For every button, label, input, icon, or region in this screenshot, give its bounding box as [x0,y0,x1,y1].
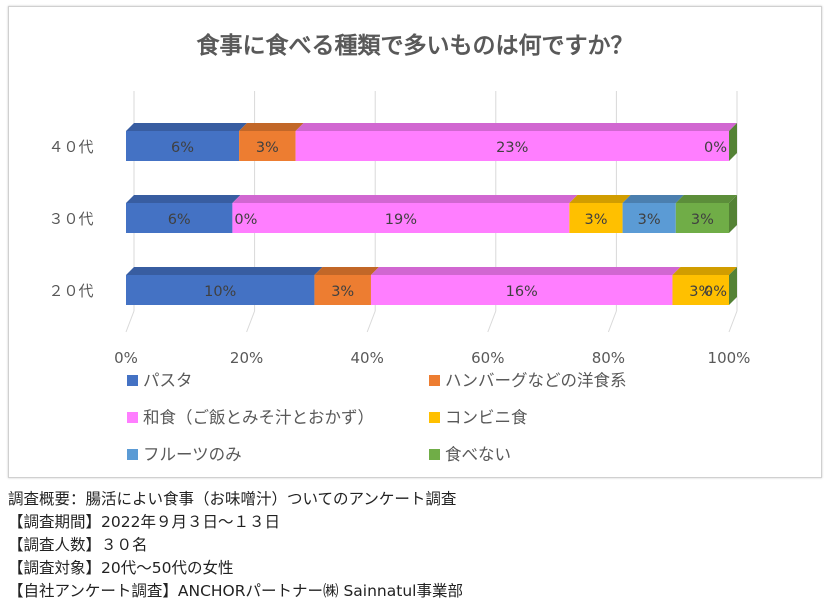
gridline-floor [246,310,256,333]
data-label: 6% [171,140,194,156]
x-tick-label: 80% [592,349,625,367]
data-label: 16% [506,284,538,300]
gridline-floor [728,310,738,333]
bar-top-face [569,195,631,203]
bar-end-face [729,123,737,161]
bar-segment [126,275,315,305]
data-label: 3% [256,140,279,156]
bar-top-face [672,267,737,275]
bar-end-face [729,195,737,233]
bar-segment [295,131,729,161]
survey-notes: 調査概要：腸活によい食事（お味噌汁）ついてのアンケート調査 【調査期間】2022… [8,488,828,603]
chart-frame: 食事に食べる種類で多いものは何ですか？ 0% 20% 40% 60% 80% 100% ４０代… [8,6,822,478]
data-label: 3% [584,212,607,228]
legend-swatch [127,449,138,460]
category-label: ２０代 [48,282,93,300]
bar-top-face [295,123,737,131]
gridline-floor [366,310,376,333]
stacked-bar-chart: 食事に食べる種類で多いものは何ですか？ 0% 20% 40% 60% 80% 100% ４０代… [48,32,751,464]
note-target: 【調査対象】20代～50代の女性 [8,559,234,577]
data-label: 3% [331,284,354,300]
data-label: 3% [638,212,661,228]
bar-segment [370,275,673,305]
category-label: ３０代 [48,210,93,228]
x-tick-label: 40% [351,349,384,367]
data-label: 19% [385,212,417,228]
note-overview: 調査概要：腸活によい食事（お味噌汁）ついてのアンケート調査 [8,490,457,508]
x-tick-label: 100% [708,349,751,367]
bar-segment [232,203,570,233]
bar-top-face [675,195,737,203]
x-tick-label: 0% [114,349,138,367]
x-tick-label: 20% [230,349,263,367]
legend-label: コンビニ食 [445,408,528,427]
legend-label: ハンバーグなどの洋食系 [445,371,627,390]
category-label: ４０代 [48,138,93,156]
data-label: 0% [234,212,257,228]
bar-segment [126,131,240,161]
bar-segment [239,131,296,161]
bar-top-face [370,267,681,275]
x-tick-label: 60% [471,349,504,367]
legend-label: パスタ [143,371,193,390]
bar-top-face [314,267,379,275]
note-respondents: 【調査人数】３０名 [8,536,148,554]
chart-title: 食事に食べる種類で多いものは何ですか？ [197,32,634,59]
legend-swatch [429,375,440,386]
data-label: 0% [704,284,727,300]
data-label: 0% [704,140,727,156]
bar-segment [672,275,729,305]
legend-label: 和食（ご飯とみそ汁とおかず） [143,408,374,427]
data-label: 3% [691,212,714,228]
bar-segment [314,275,371,305]
legend-label: 食べない [445,445,511,464]
gridline-floor [125,310,135,333]
bar-end-face [729,267,737,305]
bar-top-face [232,195,578,203]
bar-top-face [239,123,304,131]
data-label: 6% [168,212,191,228]
bar-segment [126,203,233,233]
bar-top-face [126,267,323,275]
legend-swatch [429,412,440,423]
data-label: 23% [496,140,528,156]
note-period: 【調査期間】2022年９月３日～１３日 [8,513,280,531]
bar-segment [569,203,623,233]
bar-top-face [126,123,248,131]
note-source: 【自社アンケート調査】ANCHORパートナー㈱ Sainnatul事業部 [8,582,463,600]
bar-top-face [622,195,684,203]
legend-label: フルーツのみ [143,445,242,464]
data-label: 10% [204,284,236,300]
data-label: 3% [689,284,712,300]
gridline-floor [487,310,497,333]
legend-swatch [429,449,440,460]
bar-top-face [126,195,241,203]
bar-segment [675,203,729,233]
bar-segment [622,203,676,233]
legend-swatch [127,412,138,423]
gridline-floor [607,310,617,333]
legend-swatch [127,375,138,386]
